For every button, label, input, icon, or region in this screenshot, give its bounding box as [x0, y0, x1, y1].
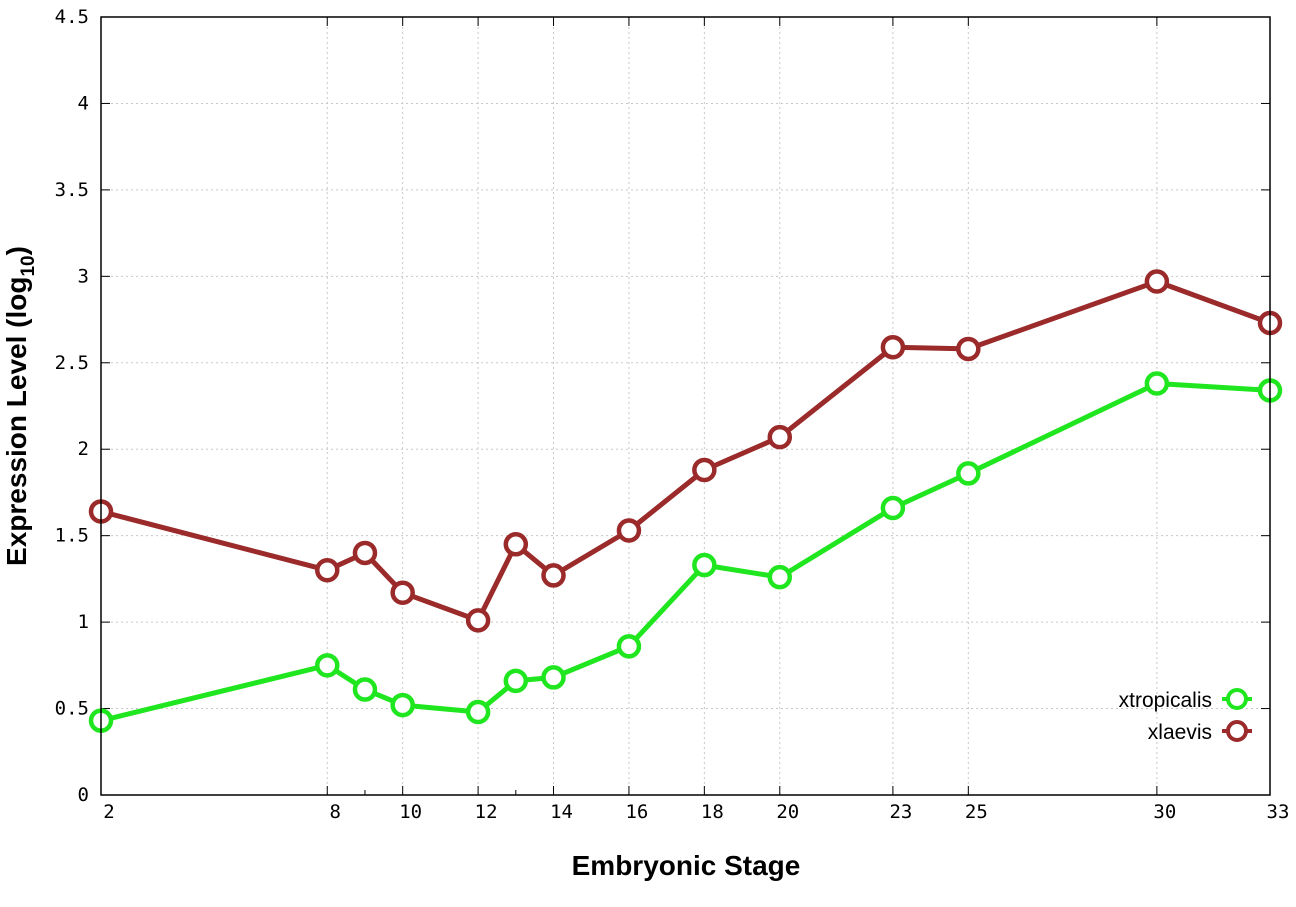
y-tick-label: 4.5 — [55, 6, 89, 28]
legend: xtropicalis xlaevis — [1119, 688, 1252, 744]
data-point-xlaevis — [692, 457, 717, 483]
data-point-xtropicalis — [503, 668, 529, 694]
data-point-xlaevis — [390, 580, 415, 605]
data-point-xtropicalis — [465, 699, 491, 725]
y-tick-label: 4 — [78, 92, 89, 114]
y-tick-label: 0.5 — [55, 698, 89, 720]
y-tick-label: 1 — [78, 611, 89, 633]
tick-labels: 0 0.5 1 1.5 2 2.5 3 3.5 4 4.5 2 8 10 12 14 16 18 20 23 25 30… — [55, 6, 1290, 823]
x-tick-label: 10 — [399, 801, 422, 823]
axis-ticks — [100, 16, 1271, 796]
x-tick-label: 25 — [965, 801, 988, 823]
y-axis-title-subscript: 10 — [18, 255, 39, 276]
data-point-xlaevis — [956, 336, 981, 362]
y-tick-label: 2.5 — [55, 352, 89, 374]
data-point-xlaevis — [465, 608, 491, 633]
x-tick-label: 2 — [103, 801, 114, 823]
data-point-xtropicalis — [616, 634, 642, 659]
y-axis-title: Expression Level (log10) — [1, 246, 39, 566]
legend-marker-xlaevis — [1226, 720, 1248, 742]
data-point-xlaevis — [541, 563, 566, 588]
x-tick-label: 20 — [776, 801, 799, 823]
y-tick-label: 0 — [78, 784, 89, 806]
y-axis-title-close: ) — [1, 246, 32, 255]
y-tick-label: 2 — [78, 438, 89, 460]
x-tick-label: 14 — [550, 801, 573, 823]
data-point-xlaevis — [503, 532, 529, 557]
y-tick-label: 1.5 — [55, 525, 89, 547]
data-point-xlaevis — [352, 540, 378, 566]
data-point-xtropicalis — [880, 495, 906, 521]
data-point-xtropicalis — [315, 653, 340, 678]
data-point-xlaevis — [880, 334, 906, 360]
data-point-xtropicalis — [1144, 371, 1170, 396]
data-point-xlaevis — [315, 557, 340, 583]
data-point-xlaevis — [1144, 269, 1170, 294]
data-point-xtropicalis — [541, 665, 566, 690]
data-point-xtropicalis — [390, 692, 415, 718]
x-tick-label: 8 — [330, 801, 341, 823]
x-tick-label: 23 — [889, 801, 912, 823]
data-point-xlaevis — [616, 518, 642, 543]
data-point-xtropicalis — [692, 552, 717, 578]
plot-frame — [100, 16, 1271, 796]
y-axis-title-main: Expression Level (log — [1, 277, 32, 566]
x-tick-label: 16 — [625, 801, 648, 823]
legend-marker-xtropicalis — [1226, 688, 1248, 710]
x-tick-label: 30 — [1153, 801, 1176, 823]
x-tick-label: 18 — [701, 801, 724, 823]
x-tick-label: 12 — [475, 801, 498, 823]
y-tick-label: 3 — [78, 265, 89, 287]
legend-label-xtropicalis: xtropicalis — [1119, 689, 1212, 712]
x-tick-label: 33 — [1267, 801, 1290, 823]
data-point-xtropicalis — [956, 461, 981, 486]
data-point-xtropicalis — [767, 564, 793, 590]
y-tick-label: 3.5 — [55, 179, 89, 201]
x-axis-title: Embryonic Stage — [572, 850, 801, 881]
data-point-xtropicalis — [352, 677, 378, 702]
legend-label-xlaevis: xlaevis — [1148, 721, 1212, 744]
data-point-xlaevis — [767, 424, 793, 450]
